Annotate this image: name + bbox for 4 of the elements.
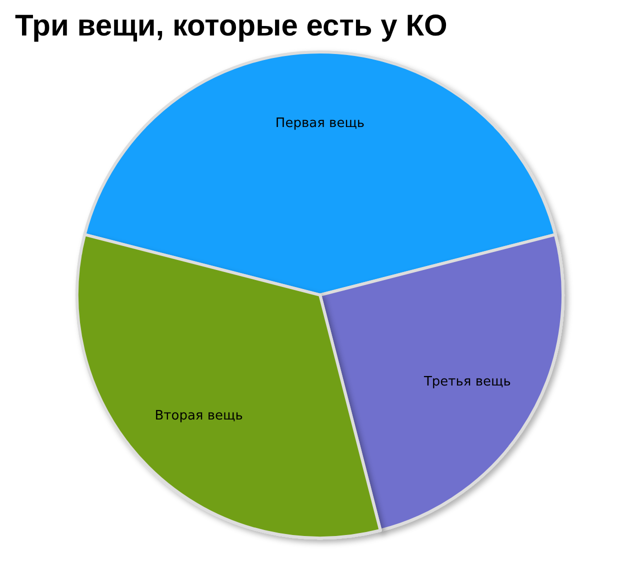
chart-title: Три вещи, которые есть у КО	[15, 10, 448, 42]
slice-label: Первая вещь	[275, 116, 365, 132]
slice-label: Третья вещь	[422, 374, 511, 390]
slice-label: Вторая вещь	[154, 408, 243, 424]
